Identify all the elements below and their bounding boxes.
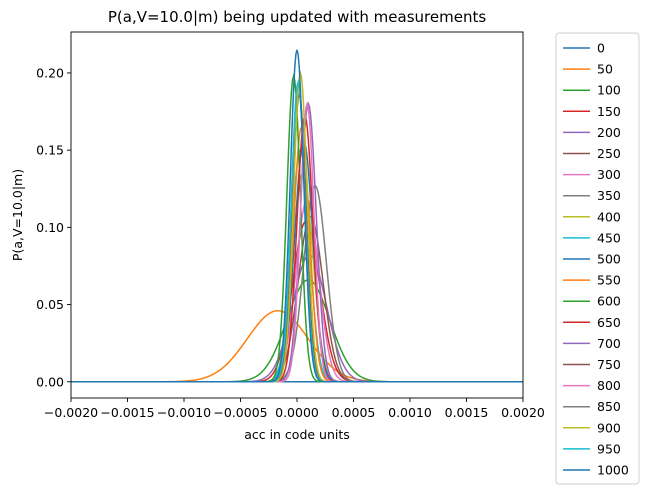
x-tick-label: 0.0010	[388, 405, 432, 420]
legend-label-900: 900	[597, 420, 621, 435]
legend-label-0: 0	[597, 41, 605, 56]
series-line-700	[71, 101, 523, 383]
legend-label-750: 750	[597, 357, 621, 372]
legend-label-550: 550	[597, 273, 621, 288]
series-line-750	[71, 91, 523, 383]
legend-label-600: 600	[597, 294, 621, 309]
legend-label-700: 700	[597, 336, 621, 351]
series-line-800	[71, 101, 523, 383]
y-tick-label: 0.20	[36, 65, 64, 80]
y-tick-label: 0.05	[36, 297, 64, 312]
legend-label-1000: 1000	[597, 463, 629, 478]
x-tick-label: 0.0000	[275, 405, 319, 420]
legend-label-650: 650	[597, 315, 621, 330]
chart-title: P(a,V=10.0|m) being updated with measure…	[108, 8, 486, 26]
y-tick-label: 0.10	[36, 220, 64, 235]
x-tick-label: 0.0015	[445, 405, 489, 420]
legend-label-400: 400	[597, 209, 621, 224]
legend-label-850: 850	[597, 399, 621, 414]
legend-label-350: 350	[597, 188, 621, 203]
y-tick-label: 0.00	[36, 374, 64, 389]
legend-label-300: 300	[597, 167, 621, 182]
legend-label-250: 250	[597, 146, 621, 161]
x-tick-label: −0.0010	[157, 405, 211, 420]
legend-label-800: 800	[597, 378, 621, 393]
legend-label-100: 100	[597, 83, 621, 98]
series-line-1000	[71, 49, 523, 383]
axes: −0.0020 −0.0015 −0.0010 −0.0005 0.0000 0.0005…	[36, 31, 545, 420]
y-tick-label: 0.15	[36, 143, 64, 158]
legend-label-950: 950	[597, 441, 621, 456]
legend-frame	[555, 32, 640, 485]
y-axis-label: P(a,V=10.0|m)	[10, 169, 25, 261]
x-tick-label: −0.0015	[100, 405, 154, 420]
legend: 0 50 100 150 200 250 300 350 400 450 500 550 600 650 7…	[555, 32, 640, 485]
legend-label-450: 450	[597, 230, 621, 245]
legend-label-150: 150	[597, 104, 621, 119]
legend-label-50: 50	[597, 62, 613, 77]
x-tick-label: 0.0020	[501, 405, 545, 420]
x-axis-label: acc in code units	[244, 427, 350, 442]
legend-label-200: 200	[597, 125, 621, 140]
x-tick-label: −0.0020	[44, 405, 98, 420]
x-tick-label: 0.0005	[332, 405, 376, 420]
x-tick-label: −0.0005	[213, 405, 267, 420]
legend-label-500: 500	[597, 252, 621, 267]
plot-lines	[71, 49, 523, 383]
